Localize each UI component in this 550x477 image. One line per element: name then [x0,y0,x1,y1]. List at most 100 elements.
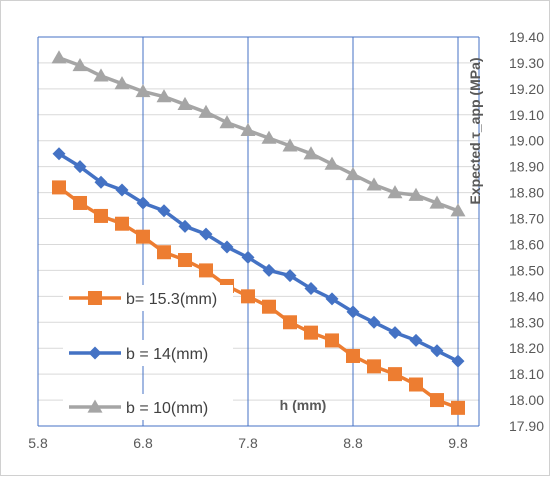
data-point [157,245,171,260]
y-tick-label: 17.90 [509,418,544,434]
x-tick-label: 7.8 [238,435,258,451]
data-point [450,203,466,217]
legend-entry: b = 10(mm) [63,394,233,420]
data-point [345,166,361,181]
y-tick-label: 19.30 [509,55,544,71]
y-tick-label: 19.00 [509,133,544,149]
data-point [367,359,381,374]
data-point [220,240,234,254]
data-point [73,160,87,174]
plot-area [38,37,479,426]
data-point [409,333,423,347]
legend-entry: b= 15.3(mm) [63,285,233,311]
series-1 [52,180,465,415]
data-point [178,253,192,268]
data-point [430,344,444,358]
y-tick-label: 18.70 [509,211,544,227]
data-point [262,263,276,277]
data-point [325,292,339,306]
y-tick-label: 19.10 [509,107,544,123]
x-tick-label: 9.8 [448,435,468,451]
data-point [115,216,129,231]
y-tick-label: 19.20 [509,81,544,97]
data-point [157,204,171,218]
y-tick-label: 18.80 [509,185,544,201]
legend-marker [88,346,102,360]
legend-label: b = 14(mm) [126,346,208,363]
data-point [324,156,340,170]
data-point [367,315,381,329]
y-tick-label: 19.40 [509,29,544,45]
data-point [114,76,130,90]
x-tick-label: 5.8 [28,435,48,451]
data-point [135,83,151,98]
y-tick-label: 18.60 [509,236,544,252]
series-3 [51,50,466,217]
data-point [388,326,402,340]
data-point [283,269,297,283]
legend-label: b = 10(mm) [126,400,208,417]
data-point [241,289,255,304]
y-axis-label: Expected τ_app (MPa) [467,57,483,204]
data-point [366,177,382,191]
data-point [304,282,318,296]
data-point [325,333,339,348]
y-tick-label: 18.50 [509,262,544,278]
data-point [429,195,445,209]
series-2 [52,147,465,368]
data-point [51,50,67,64]
legend-entry: b = 14(mm) [63,340,233,366]
data-point [451,354,465,368]
y-tick-label: 18.00 [509,392,544,408]
data-point [346,348,360,363]
data-point [136,229,150,244]
data-point [219,115,235,129]
data-point [388,367,402,382]
y-tick-label: 18.20 [509,340,544,356]
data-point [430,393,444,408]
legend-label: b= 15.3(mm) [126,291,217,308]
data-point [240,122,256,136]
data-point [156,89,172,103]
data-point [199,263,213,278]
data-point [199,227,213,241]
y-tick-label: 18.40 [509,288,544,304]
data-point [346,305,360,319]
data-point [52,180,66,195]
data-point [177,96,193,111]
data-point [282,138,298,152]
series-group [51,50,466,415]
data-point [115,183,129,197]
data-point [94,175,108,189]
y-axis-ticks: 17.90 18.00 18.10 18.20 18.30 18.40 18.50 18.60… [509,29,544,434]
x-axis-label: h (mm) [280,397,327,413]
data-point [73,195,87,210]
data-point [72,58,88,72]
y-tick-label: 18.10 [509,366,544,382]
data-point [283,315,297,330]
data-point [261,130,277,144]
x-tick-label: 6.8 [133,435,153,451]
y-tick-label: 18.90 [509,159,544,175]
data-point [262,299,276,314]
data-point [241,250,255,264]
data-point [303,146,319,160]
data-point [304,325,318,340]
y-tick-label: 18.30 [509,314,544,330]
data-point [178,219,192,233]
data-point [409,377,423,392]
data-point [408,187,424,201]
legend-marker [87,399,103,413]
x-axis-ticks: 5.8 6.8 7.8 8.8 9.8 [28,435,468,451]
legend: b= 15.3(mm) b = 14(mm) b = 10(mm) [63,285,233,420]
data-point [94,208,108,223]
data-point [136,196,150,210]
legend-marker [88,291,102,305]
data-point [198,104,214,118]
data-point [52,147,66,161]
data-point [451,400,465,415]
x-tick-label: 8.8 [343,435,363,451]
data-point [387,185,403,199]
